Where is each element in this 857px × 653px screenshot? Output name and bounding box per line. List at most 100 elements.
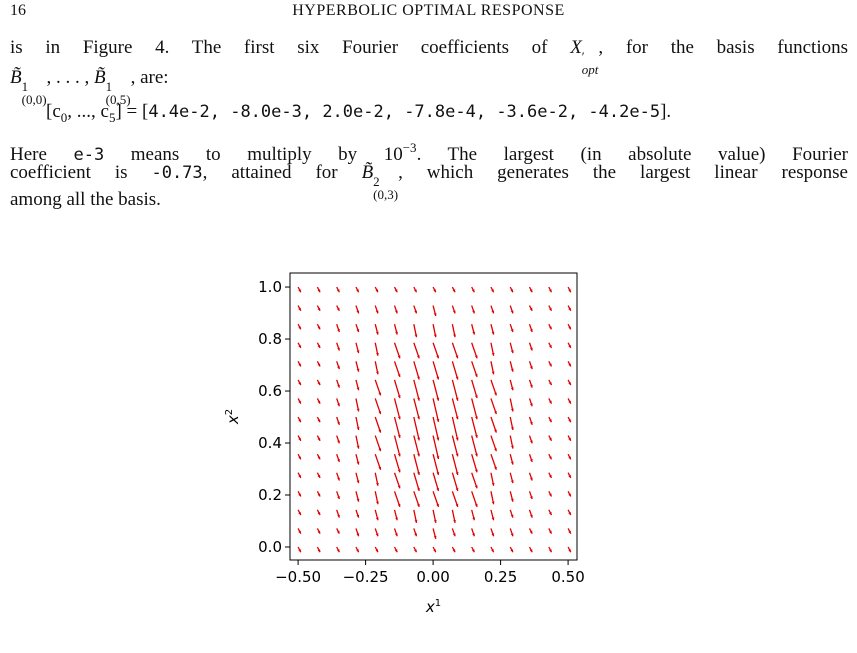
arrow-head — [475, 434, 478, 438]
arrow-head — [337, 496, 340, 500]
arrow-head — [510, 350, 514, 354]
arrow-head — [510, 310, 514, 314]
arrow-head — [336, 289, 340, 293]
arrow-head — [549, 400, 552, 404]
math: −3 — [402, 140, 417, 155]
arrow — [509, 528, 514, 537]
arrow-head — [529, 403, 533, 407]
arrow — [355, 416, 360, 431]
arrow-head — [317, 382, 321, 386]
arrow-head — [397, 416, 401, 420]
math: ′ — [581, 49, 585, 64]
arrow — [316, 472, 321, 479]
arrow-shaft — [451, 435, 459, 457]
arrow-head — [436, 397, 440, 401]
text: Here — [10, 144, 74, 165]
arrow — [548, 435, 553, 442]
y-tick-label: 1.0 — [258, 278, 282, 296]
arrow-head — [317, 437, 321, 441]
arrow-shaft — [393, 342, 401, 359]
arrow-head — [494, 411, 497, 415]
arrow-head — [337, 347, 340, 351]
arrow-shaft — [471, 342, 478, 359]
text: , which generates the largest linear res… — [398, 162, 848, 183]
arrow-head — [472, 517, 476, 521]
arrow — [528, 435, 533, 444]
arrow — [413, 472, 420, 492]
text-line: B̃ 1 (0,0), . . . , B̃ 1 (0,5), are: — [10, 66, 848, 106]
arrow-head — [298, 512, 301, 516]
arrow — [432, 491, 440, 508]
arrow — [528, 286, 533, 293]
text: coefficient is — [10, 162, 152, 183]
arrow-head — [356, 549, 359, 553]
arrow-head — [417, 416, 420, 420]
arrow-head — [455, 503, 459, 507]
arrow — [490, 398, 497, 415]
arrow — [471, 379, 478, 399]
arrow-head — [436, 418, 440, 422]
arrow-shaft — [490, 416, 497, 433]
arrow — [297, 416, 302, 423]
arrow — [316, 490, 321, 497]
arrow-head — [568, 400, 571, 404]
arrow-head — [337, 329, 340, 332]
math: , ..., c — [67, 101, 109, 122]
arrow-shaft — [490, 435, 497, 452]
code: -0.73 — [151, 163, 203, 183]
arrow — [393, 342, 401, 359]
arrow-head — [317, 419, 321, 423]
arrow-head — [298, 456, 301, 460]
arrow-head — [298, 382, 301, 386]
y-axis-label: x2 — [224, 409, 242, 425]
arrow — [355, 379, 360, 391]
arrow — [490, 491, 495, 505]
arrow-head — [397, 395, 401, 399]
arrow — [393, 416, 401, 438]
arrow-shaft — [432, 416, 440, 441]
y-tick-label: 0.0 — [258, 538, 282, 556]
arrow-shaft — [413, 435, 420, 457]
math: ′ opt — [582, 50, 599, 76]
arrow — [451, 342, 459, 359]
arrow — [451, 491, 459, 508]
arrow — [297, 379, 302, 386]
arrow-head — [472, 331, 476, 335]
arrow — [567, 398, 572, 404]
arrow-head — [510, 514, 514, 518]
arrow-head — [549, 512, 552, 516]
arrow — [355, 472, 360, 484]
page-number: 16 — [10, 2, 26, 19]
math: ] = [ — [115, 101, 149, 122]
arrow-head — [414, 289, 417, 293]
arrow — [471, 324, 476, 335]
arrow — [336, 491, 340, 500]
arrow-head — [375, 289, 378, 293]
arrow-shaft — [451, 472, 459, 492]
arrow — [548, 453, 553, 460]
arrow-head — [452, 289, 456, 293]
arrow — [528, 509, 533, 518]
arrow-head — [510, 387, 514, 391]
arrow-shaft — [393, 453, 401, 473]
arrow-head — [317, 474, 321, 478]
arrow-shaft — [451, 361, 459, 380]
arrow-head — [474, 503, 478, 507]
arrow-head — [433, 519, 437, 523]
arrow — [567, 379, 572, 386]
arrow-head — [317, 344, 321, 348]
arrow — [490, 435, 497, 452]
arrow — [509, 398, 514, 412]
arrow-head — [397, 453, 401, 457]
arrow-shaft — [471, 453, 478, 473]
arrow-shaft — [393, 491, 401, 508]
arrow-head — [472, 533, 475, 537]
arrow-head — [397, 355, 401, 359]
arrow-head — [436, 376, 440, 380]
arrow — [490, 416, 497, 433]
arrow — [355, 361, 360, 372]
arrow-head — [417, 397, 420, 401]
arrow-shaft — [413, 398, 420, 420]
arrow-head — [298, 437, 301, 441]
arrow — [432, 416, 440, 441]
